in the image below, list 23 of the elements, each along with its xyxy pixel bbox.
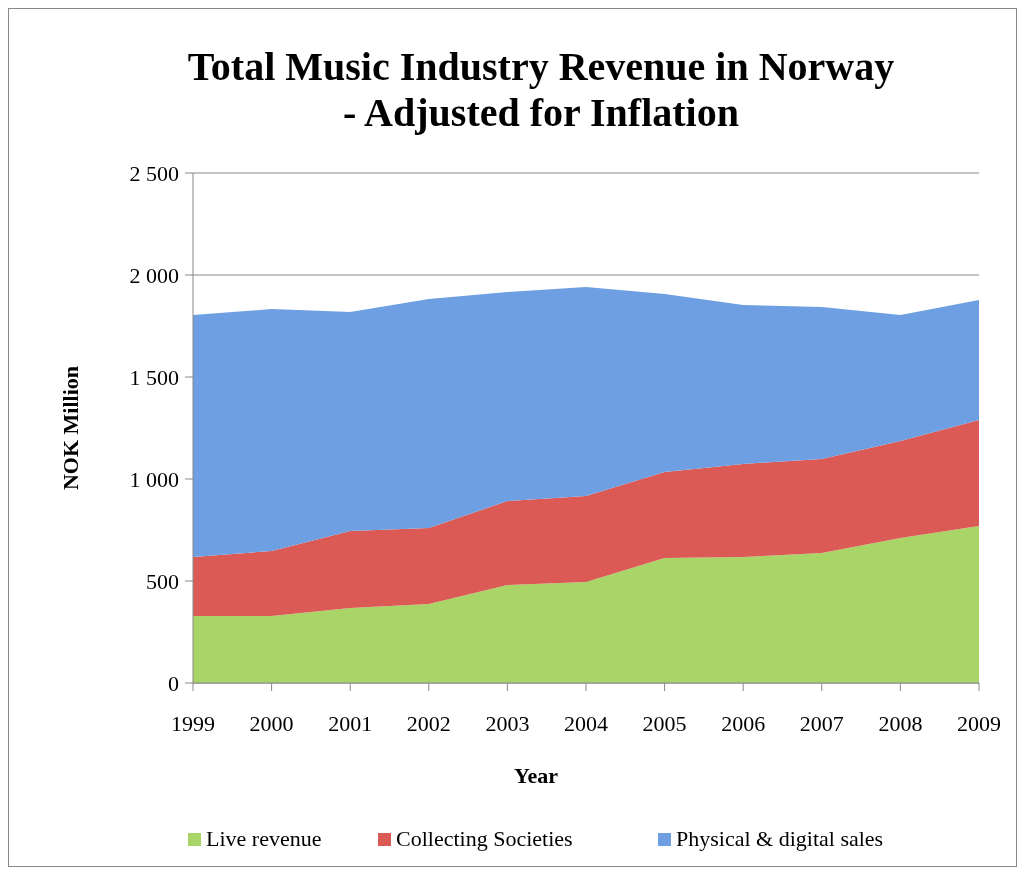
y-axis-title: NOK Million xyxy=(58,365,83,491)
x-axis-title: Year xyxy=(514,763,559,788)
y-tick-label: 500 xyxy=(146,568,179,594)
x-tick-label: 2001 xyxy=(328,711,373,736)
x-tick-label: 2002 xyxy=(406,711,451,736)
x-tick-label: 1999 xyxy=(171,711,215,736)
y-tick-label: 1 500 xyxy=(129,364,179,390)
y-tick-label: 0 xyxy=(168,670,179,696)
y-tick-label: 2 000 xyxy=(129,262,179,288)
x-tick-label: 2003 xyxy=(485,711,530,736)
legend-label: Collecting Societies xyxy=(396,826,573,851)
x-tick-label: 2004 xyxy=(564,711,608,736)
x-tick-label: 2006 xyxy=(721,711,766,736)
y-tick-label: 2 500 xyxy=(129,160,179,186)
y-tick-label: 1 000 xyxy=(129,466,179,492)
x-tick-label: 2005 xyxy=(642,711,687,736)
x-tick-label: 2009 xyxy=(957,711,1001,736)
legend-label: Physical & digital sales xyxy=(676,826,884,851)
x-tick-label: 2008 xyxy=(878,711,923,736)
x-tick-label: 2000 xyxy=(249,711,294,736)
chart-title: Total Music Industry Revenue in Norway - Adjusted for Inflation xyxy=(187,44,895,135)
legend-label: Live revenue xyxy=(206,826,322,851)
x-tick-label: 2007 xyxy=(799,711,844,736)
